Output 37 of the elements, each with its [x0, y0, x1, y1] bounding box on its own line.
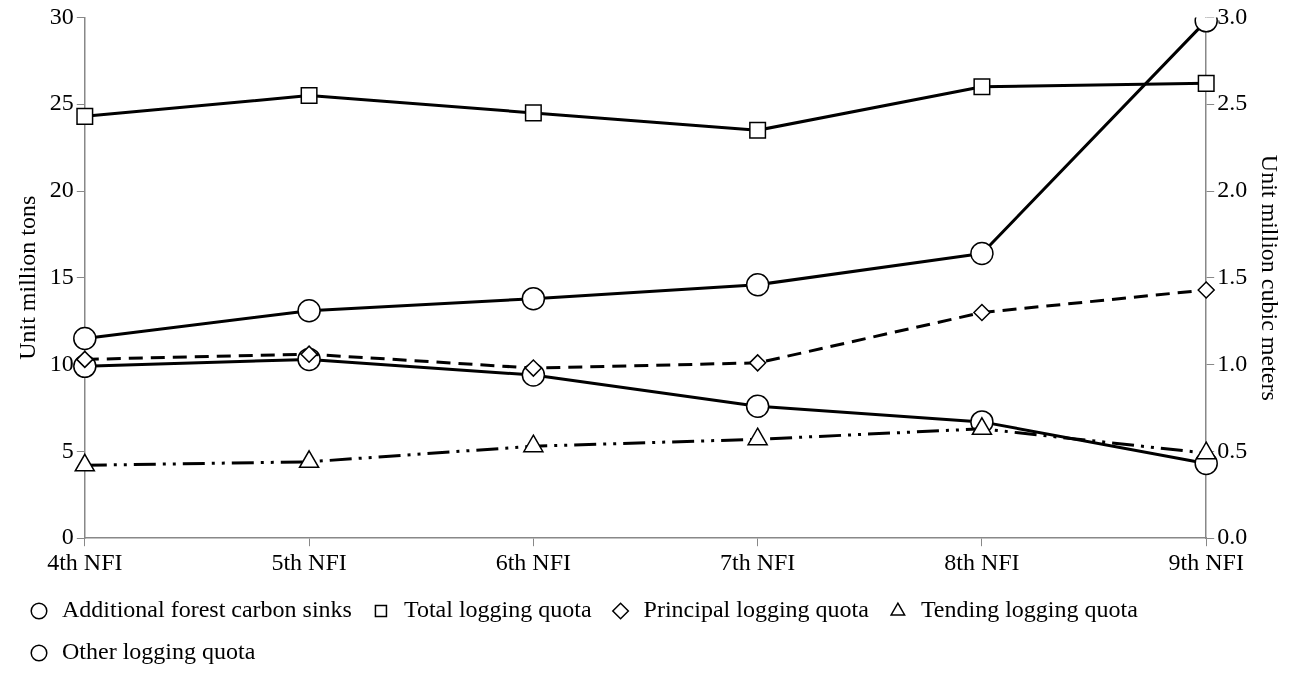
legend-label: Other logging quota [62, 638, 256, 665]
point [1197, 281, 1215, 299]
y-tick-label: 25 [49, 89, 74, 116]
point [973, 303, 991, 322]
point [973, 78, 991, 96]
x-tick-label: 6th NFI [495, 548, 572, 575]
y2-tick-label: 3.0 [1217, 2, 1248, 29]
y-tick-label: 20 [49, 176, 74, 203]
legend-label: Total logging quota [403, 596, 592, 623]
point [524, 104, 542, 122]
point [76, 107, 94, 125]
point [300, 86, 318, 105]
y-axis-title: Unit million tons [13, 195, 40, 360]
point [749, 121, 767, 139]
y2-tick-label: 1.5 [1217, 263, 1248, 290]
x-tick-label: 8th NFI [944, 548, 1020, 575]
point [745, 394, 770, 419]
y2-tick-label: 1.0 [1217, 349, 1248, 376]
x-tick-label: 9th NFI [1168, 548, 1244, 575]
legend-label: Tending logging quota [920, 596, 1139, 623]
x-tick-label: 7th NFI [719, 548, 796, 575]
y-tick-label: 0 [61, 523, 74, 550]
legend-label: Principal logging quota [643, 596, 870, 623]
y-tick-label: 5 [61, 436, 74, 463]
y-tick-label: 10 [49, 349, 74, 376]
x-tick-label: 5th NFI [271, 548, 347, 575]
point [748, 354, 767, 372]
x-tick-label: 4th NFI [47, 548, 123, 575]
y-tick-label: 30 [49, 2, 74, 29]
y2-tick-label: 2.0 [1217, 176, 1248, 203]
legend-label: Additional forest carbon sinks [62, 596, 352, 623]
y2-tick-label: 0.0 [1217, 523, 1248, 550]
y2-tick-label: 0.5 [1217, 436, 1248, 463]
y2-axis-title: Unit million cubic meters [1257, 154, 1284, 401]
point [1197, 74, 1215, 92]
y-tick-label: 15 [49, 263, 74, 290]
y2-tick-label: 2.5 [1217, 89, 1248, 116]
